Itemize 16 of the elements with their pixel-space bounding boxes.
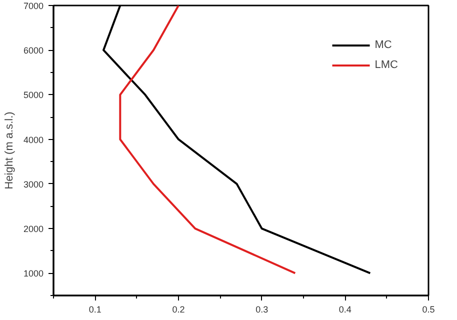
y-tick-label: 4000	[23, 134, 44, 145]
x-tick-label: 0.5	[422, 304, 435, 314]
legend-label: MC	[374, 39, 393, 51]
y-tick-label: 1000	[23, 268, 44, 279]
line-series	[119, 6, 296, 274]
x-tick-label: 0.1	[88, 304, 102, 314]
y-tick-label: 3000	[23, 179, 44, 190]
x-tick-label: 0.2	[172, 304, 185, 314]
y-tick-label: 6000	[23, 46, 44, 56]
y-tick-label: 2000	[23, 224, 44, 234]
x-tick-label: 0.4	[338, 304, 352, 314]
y-axis-title: Height (m a.s.l.)	[3, 112, 16, 190]
y-tick-label: 7000	[23, 1, 44, 11]
legend-label: LMC	[374, 59, 398, 71]
y-tick-label: 5000	[23, 90, 44, 100]
x-tick-label: 0.3	[256, 304, 268, 314]
